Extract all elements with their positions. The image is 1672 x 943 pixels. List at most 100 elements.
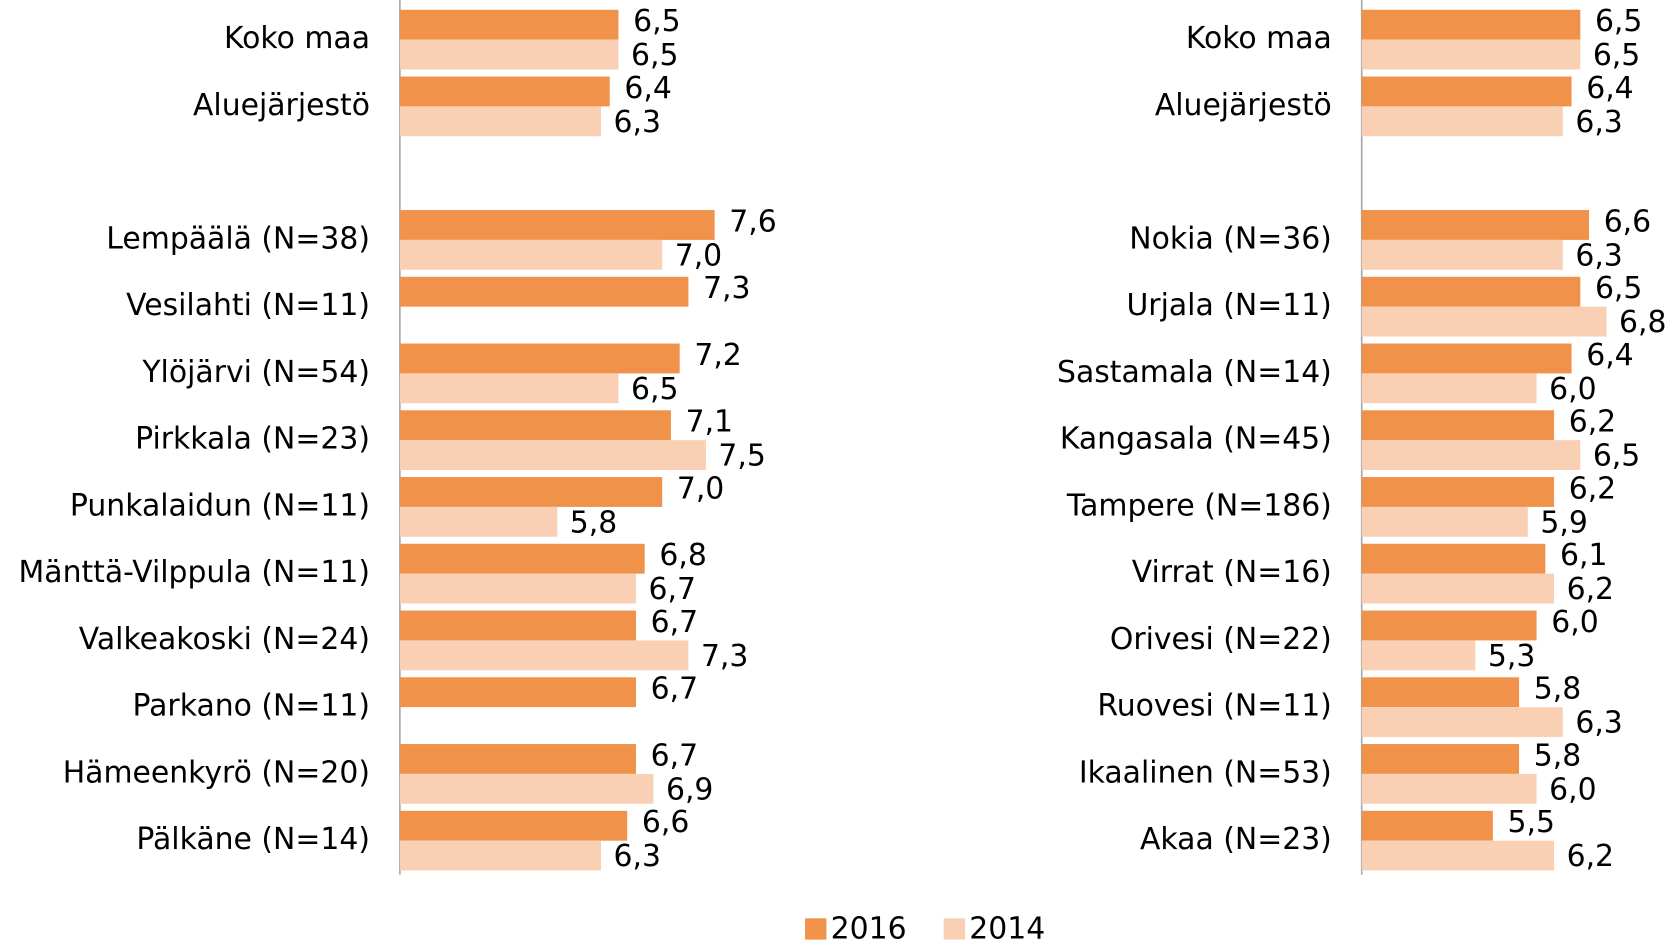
value-label: 6,7 <box>651 738 698 773</box>
value-label: 6,5 <box>633 4 680 39</box>
value-label: 6,7 <box>651 672 698 707</box>
bar <box>399 373 619 404</box>
bar <box>1361 773 1537 804</box>
bar <box>1361 543 1546 574</box>
legend-label: 2016 <box>831 912 907 943</box>
bar <box>399 210 715 240</box>
bar <box>399 744 636 774</box>
bar <box>399 410 671 441</box>
bar <box>1361 373 1537 404</box>
bar <box>1361 410 1555 441</box>
value-label: 6,7 <box>651 605 698 640</box>
bar <box>399 640 689 671</box>
value-label: 7,6 <box>729 204 776 239</box>
value-label: 6,6 <box>1604 204 1651 239</box>
category-label: Vesilahti (N=11) <box>126 288 370 323</box>
value-label: 5,8 <box>1534 738 1581 773</box>
value-label: 7,3 <box>701 639 748 674</box>
category-label: Pirkkala (N=23) <box>135 422 370 457</box>
bar <box>1361 106 1563 137</box>
bar <box>1361 239 1563 270</box>
bar <box>1361 9 1581 40</box>
value-label: 6,2 <box>1569 405 1616 440</box>
bar <box>399 773 654 804</box>
bar <box>399 810 628 841</box>
category-label: Tampere (N=186) <box>1066 488 1332 523</box>
category-label: Koko maa <box>224 21 370 56</box>
category-label: Hämeenkyrö (N=20) <box>63 755 370 790</box>
category-label: Ikaalinen (N=53) <box>1079 755 1332 790</box>
value-label: 6,5 <box>631 372 678 407</box>
value-label: 7,3 <box>703 271 750 306</box>
bar <box>1361 610 1537 641</box>
bar <box>399 840 601 871</box>
value-label: 7,0 <box>677 471 724 506</box>
bar <box>1361 210 1590 240</box>
value-label: 6,0 <box>1551 605 1598 640</box>
category-label: Orivesi (N=22) <box>1110 622 1332 657</box>
category-label: Akaa (N=23) <box>1140 822 1332 857</box>
value-label: 6,6 <box>642 805 689 840</box>
value-label: 6,4 <box>624 71 671 106</box>
bar <box>399 343 680 374</box>
bar <box>1361 76 1572 107</box>
legend-label: 2014 <box>969 912 1045 943</box>
category-label: Koko maa <box>1186 21 1332 56</box>
category-label: Virrat (N=16) <box>1132 555 1332 590</box>
bar <box>399 276 689 307</box>
value-label: 6,5 <box>1595 4 1642 39</box>
bar <box>1361 306 1607 337</box>
category-label: Urjala (N=11) <box>1126 288 1331 323</box>
value-label: 6,3 <box>614 105 661 140</box>
value-label: 6,3 <box>1575 706 1622 741</box>
legend-swatch <box>805 918 827 940</box>
value-label: 6,2 <box>1567 839 1614 874</box>
bar <box>399 39 619 70</box>
value-label: 6,5 <box>1593 38 1640 73</box>
bar <box>1361 39 1581 70</box>
category-label: Pälkäne (N=14) <box>136 822 370 857</box>
value-label: 6,7 <box>648 572 695 607</box>
bar <box>399 677 636 708</box>
bar <box>1361 840 1555 871</box>
bar <box>399 76 610 107</box>
value-label: 6,8 <box>659 538 706 573</box>
value-label: 6,5 <box>1593 439 1640 474</box>
category-label: Mänttä-Vilppula (N=11) <box>19 555 370 590</box>
value-label: 6,3 <box>1575 238 1622 273</box>
category-label: Kangasala (N=45) <box>1060 422 1332 457</box>
bar <box>1361 810 1493 841</box>
category-label: Sastamala (N=14) <box>1057 355 1332 390</box>
value-label: 5,8 <box>570 505 617 540</box>
bar <box>1361 506 1528 537</box>
value-label: 6,5 <box>631 38 678 73</box>
value-label: 6,4 <box>1586 71 1633 106</box>
category-label: Punkalaidun (N=11) <box>70 488 370 523</box>
category-label: Valkeakoski (N=24) <box>79 622 370 657</box>
bar <box>399 239 663 270</box>
legend-swatch <box>943 918 966 940</box>
bar <box>1361 677 1520 708</box>
value-label: 5,5 <box>1508 805 1555 840</box>
value-label: 5,3 <box>1488 639 1535 674</box>
bar <box>1361 573 1555 604</box>
category-label: Ruovesi (N=11) <box>1097 689 1332 724</box>
category-label: Aluejärjestö <box>193 88 370 123</box>
value-label: 6,3 <box>1575 105 1622 140</box>
bar <box>1361 440 1581 471</box>
value-label: 5,8 <box>1534 672 1581 707</box>
value-label: 6,0 <box>1549 772 1596 807</box>
bar <box>1361 707 1563 738</box>
bar <box>399 610 636 641</box>
bar <box>1361 640 1476 671</box>
value-label: 6,2 <box>1567 572 1614 607</box>
value-label: 7,5 <box>718 439 765 474</box>
value-label: 7,0 <box>675 238 722 273</box>
bar <box>1361 477 1555 507</box>
category-label: Lempäälä (N=38) <box>106 221 370 256</box>
value-label: 7,2 <box>694 338 741 373</box>
bar <box>1361 276 1581 307</box>
category-label: Aluejärjestö <box>1155 88 1332 123</box>
bar <box>399 9 619 40</box>
